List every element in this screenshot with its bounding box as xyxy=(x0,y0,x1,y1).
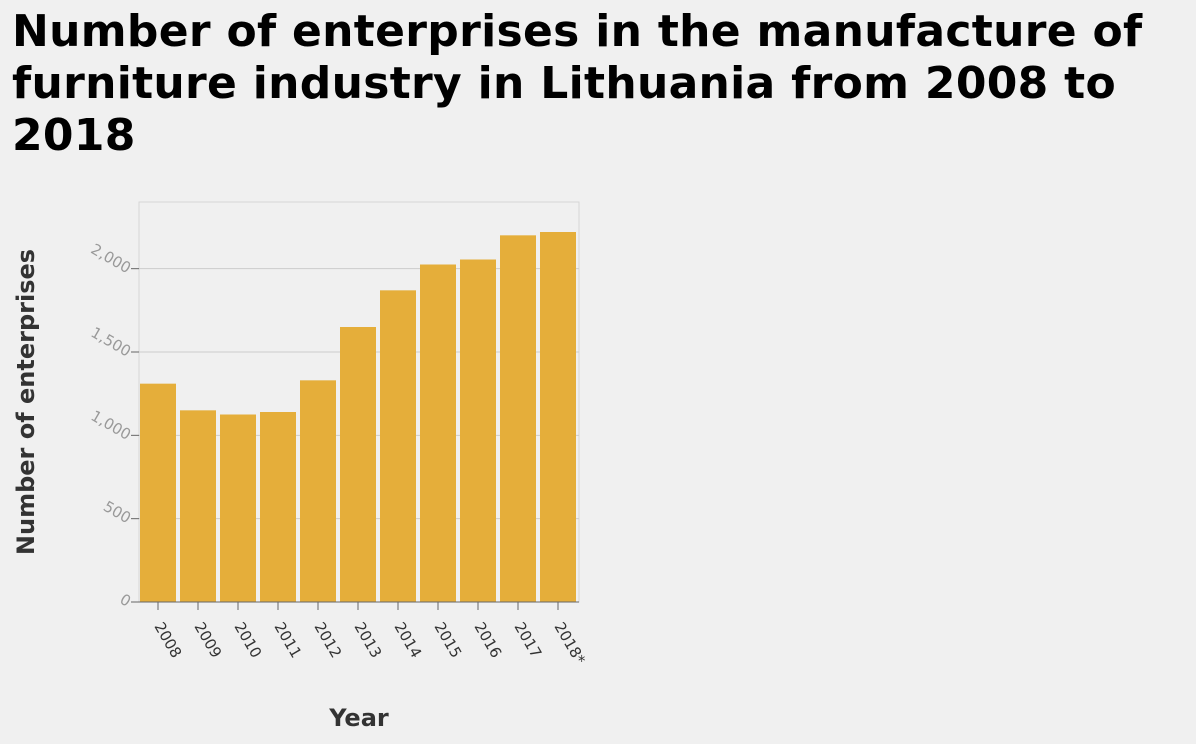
x-tick-label: 2011 xyxy=(271,619,306,661)
y-tick-label: 2,000 xyxy=(88,240,134,277)
x-tick-label: 2012 xyxy=(311,619,346,661)
x-tick-label: 2009 xyxy=(191,619,226,661)
y-tick-label: 1,500 xyxy=(88,323,134,360)
bar-2009 xyxy=(180,410,216,602)
x-tick-label: 2010 xyxy=(231,619,266,661)
x-tick-label: 2017 xyxy=(511,619,546,661)
bar-2008 xyxy=(140,383,176,602)
bars xyxy=(140,232,576,603)
bar-2014 xyxy=(380,290,416,602)
x-tick-label: 2008 xyxy=(151,619,186,661)
x-tick-label: 2018* xyxy=(551,619,590,668)
x-tick-label: 2014 xyxy=(391,619,426,661)
chart-title: Number of enterprises in the manufacture… xyxy=(12,6,1143,161)
x-tick-label: 2016 xyxy=(471,619,506,661)
bar-2017 xyxy=(500,235,536,603)
bar-2018* xyxy=(540,232,576,602)
bar-2012 xyxy=(300,380,336,602)
y-axis-title: Number of enterprises xyxy=(12,249,40,555)
x-tick-label: 2015 xyxy=(431,619,466,661)
x-axis-title: Year xyxy=(328,704,389,732)
bar-2015 xyxy=(420,264,456,602)
y-tick-label: 0 xyxy=(117,590,134,610)
bar-2010 xyxy=(220,414,256,602)
bar-2011 xyxy=(260,412,296,602)
bar-2013 xyxy=(340,327,376,602)
bar-2016 xyxy=(460,259,496,602)
y-tick-label: 1,000 xyxy=(88,407,134,444)
axes xyxy=(131,268,579,610)
y-tick-label: 500 xyxy=(100,497,134,527)
x-tick-label: 2013 xyxy=(351,619,386,661)
